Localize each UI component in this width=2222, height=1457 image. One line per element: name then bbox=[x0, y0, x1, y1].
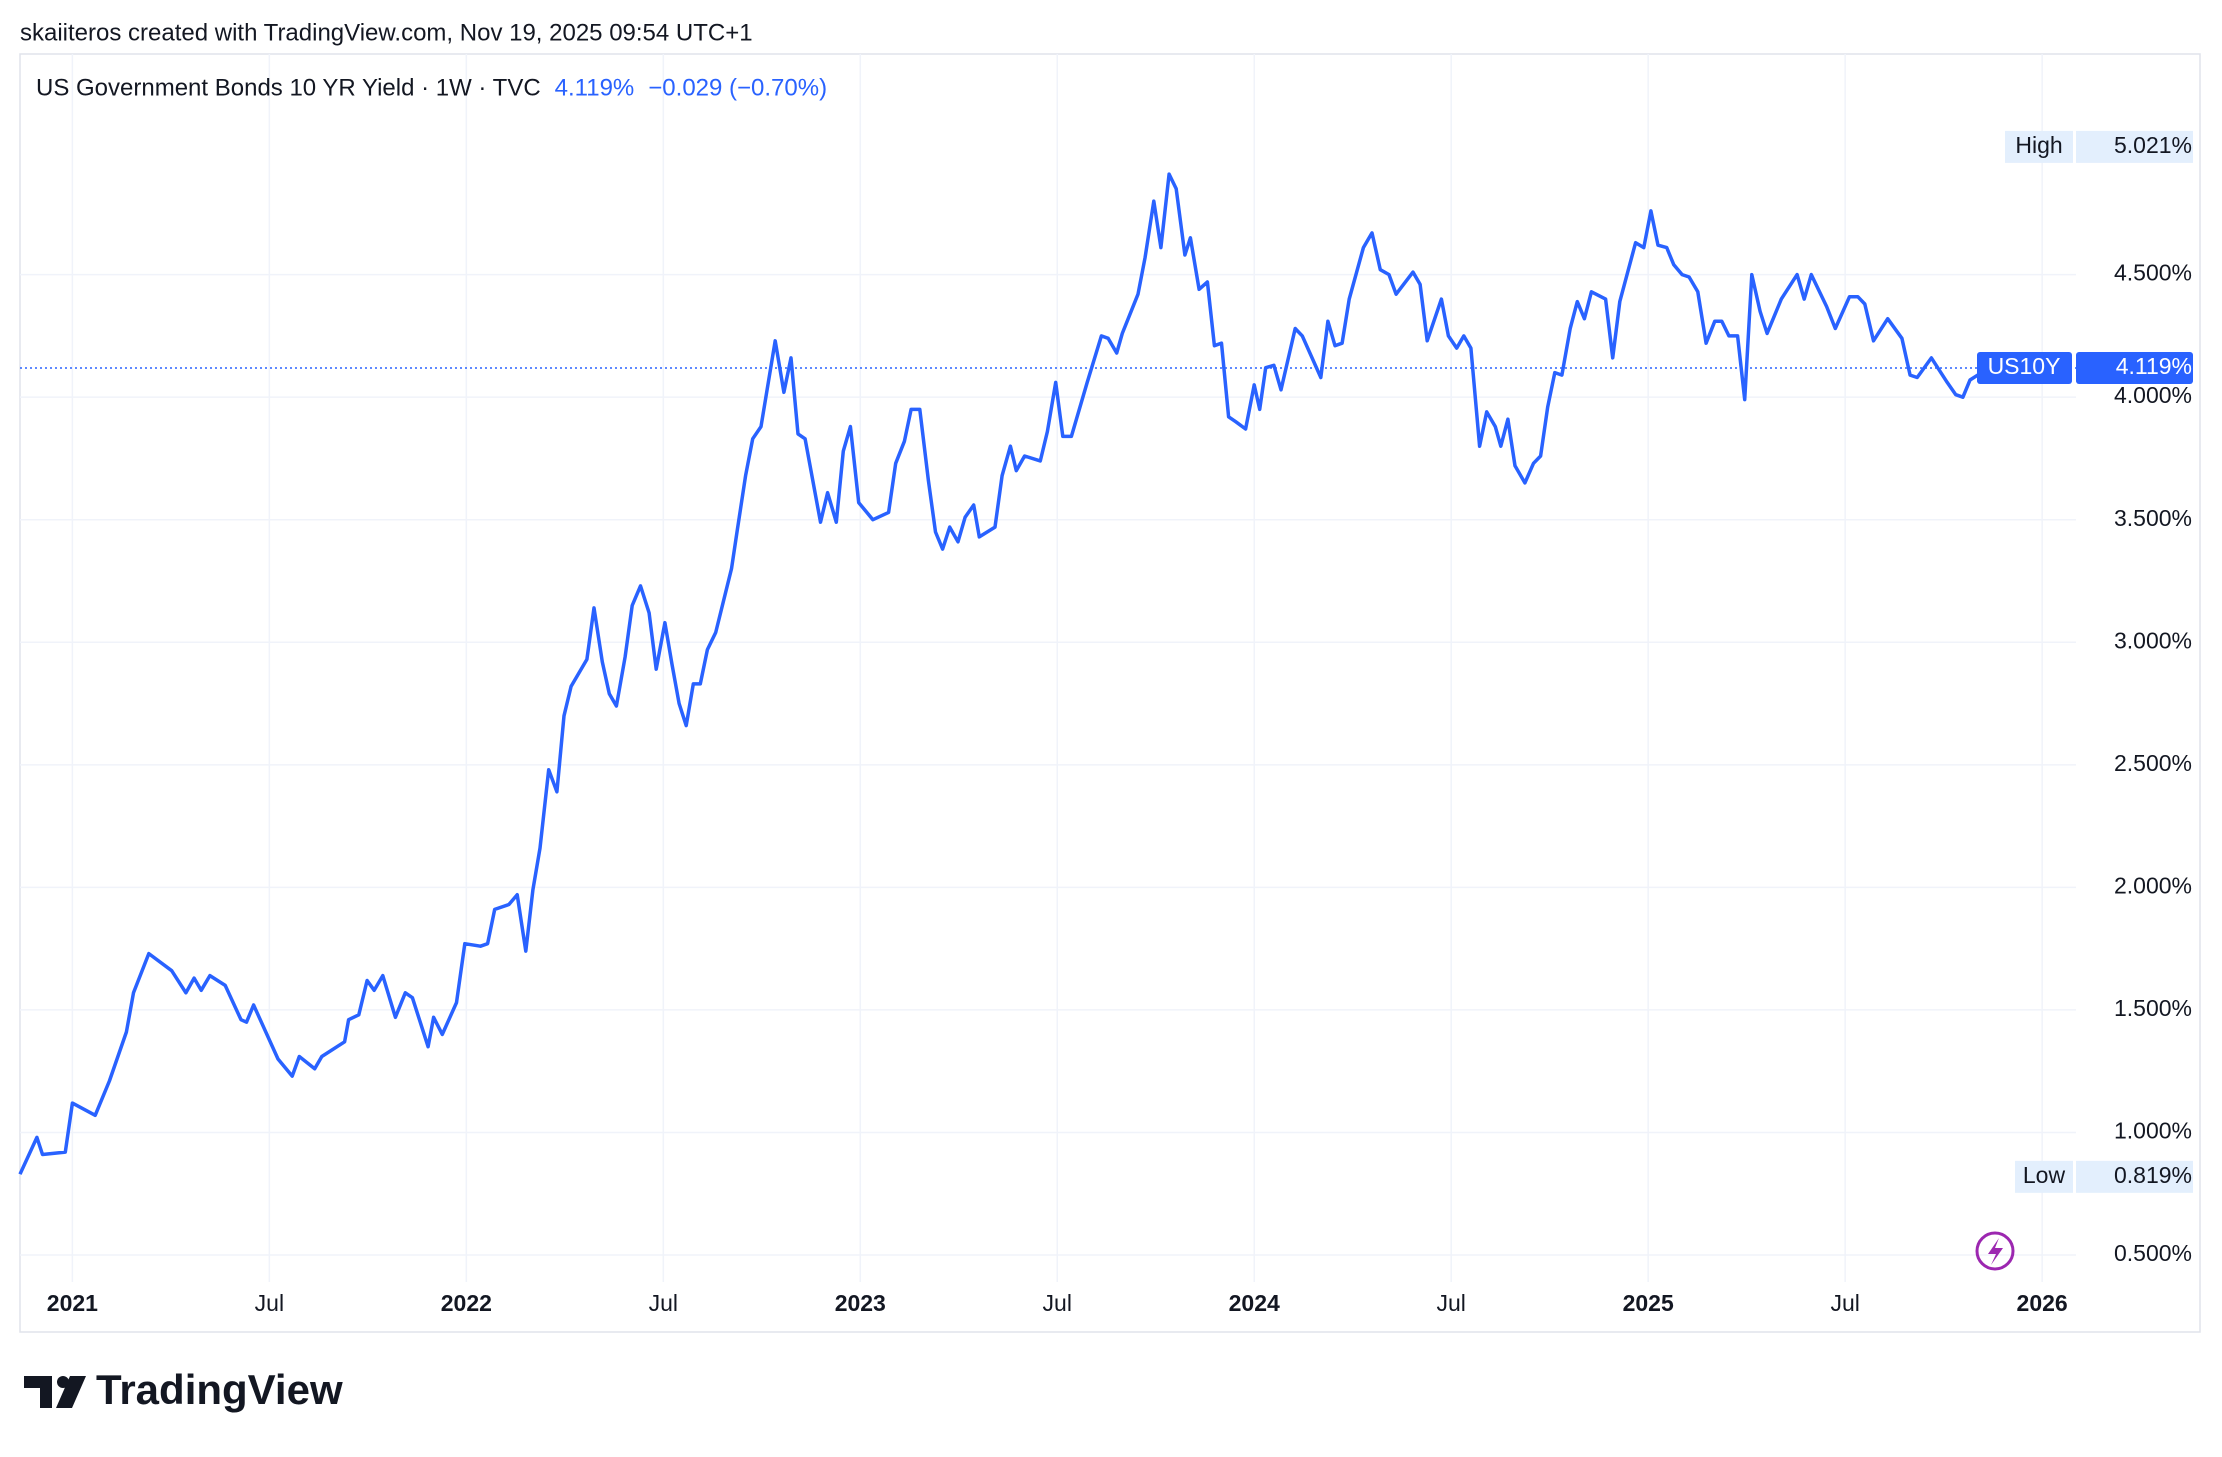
x-tick-label: Jul bbox=[1436, 1290, 1465, 1316]
y-tick-label: 2.500% bbox=[2114, 750, 2192, 776]
x-tick-label: 2025 bbox=[1623, 1290, 1674, 1316]
last-value: 4.119% bbox=[555, 74, 635, 101]
credit: skaiiteros created with TradingView.com,… bbox=[20, 19, 753, 46]
last-value-tag bbox=[2076, 351, 2193, 384]
y-tick-label: 3.500% bbox=[2114, 505, 2192, 531]
x-tick-label: Jul bbox=[649, 1290, 678, 1316]
flash-icon bbox=[1975, 1231, 2015, 1271]
x-tick-label: Jul bbox=[1043, 1290, 1072, 1316]
low-name-tag bbox=[2015, 1160, 2073, 1193]
axes: 0.500% 1.000% 1.500% 2.000% 2.500% 3.000% 3.50… bbox=[47, 130, 2193, 1316]
x-tick-label: 2023 bbox=[835, 1290, 886, 1316]
high-value-tag bbox=[2076, 130, 2193, 163]
y-tick-label: 1.000% bbox=[2114, 1118, 2192, 1144]
x-tick-label: 2021 bbox=[47, 1290, 98, 1316]
low-name: Low bbox=[2023, 1162, 2066, 1188]
x-tick-label: 2026 bbox=[2017, 1290, 2068, 1316]
x-tick-label: 2024 bbox=[1229, 1290, 1280, 1316]
x-tick-label: 2022 bbox=[441, 1290, 492, 1316]
symbol-tag bbox=[1977, 351, 2072, 384]
grid bbox=[20, 54, 2076, 1282]
low-value: 0.819% bbox=[2114, 1162, 2192, 1188]
high-value: 5.021% bbox=[2114, 132, 2192, 158]
high-name: High bbox=[2015, 132, 2062, 158]
y-tick-label: 4.000% bbox=[2114, 382, 2192, 408]
change: −0.029 (−0.70%) bbox=[648, 74, 827, 101]
y-tick-label: 2.000% bbox=[2114, 872, 2192, 898]
logo: TradingView bbox=[24, 1366, 343, 1413]
high-name-tag bbox=[2005, 130, 2073, 163]
chart-title: US Government Bonds 10 YR Yield · 1W · T… bbox=[36, 74, 541, 101]
logo-text: TradingView bbox=[96, 1366, 343, 1413]
x-tick-label: Jul bbox=[1830, 1290, 1859, 1316]
plot bbox=[18, 172, 2076, 1175]
y-tick-label: 3.000% bbox=[2114, 627, 2192, 653]
last-value-label: 4.119% bbox=[2116, 353, 2192, 379]
y-tick-label: 4.500% bbox=[2114, 260, 2192, 286]
symbol-label: US10Y bbox=[1988, 353, 2061, 379]
chart-panel bbox=[19, 53, 2201, 1333]
low-value-tag bbox=[2076, 1160, 2193, 1193]
line-series bbox=[18, 172, 1987, 1175]
x-tick-label: Jul bbox=[255, 1290, 284, 1316]
y-tick-label: 0.500% bbox=[2114, 1240, 2192, 1266]
y-tick-label: 1.500% bbox=[2114, 995, 2192, 1021]
